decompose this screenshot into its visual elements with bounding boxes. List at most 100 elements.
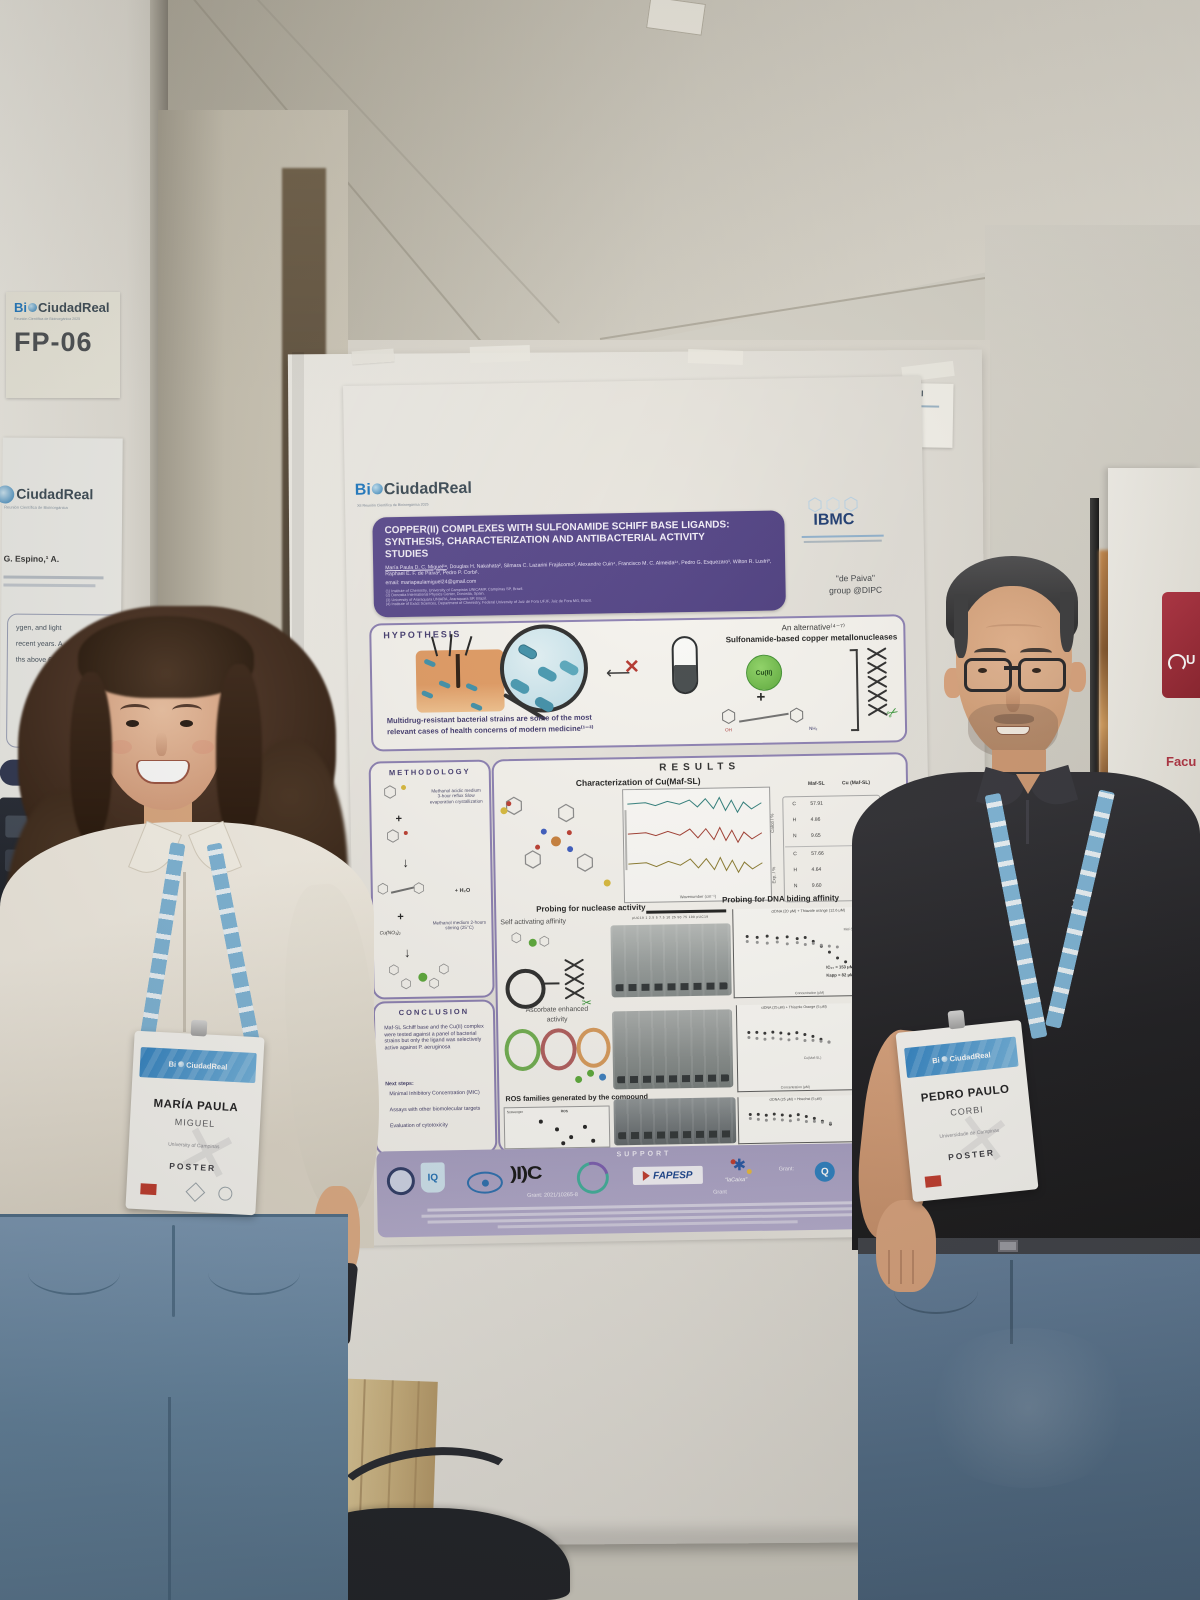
arrow-down-icon: ↓ (402, 854, 409, 871)
plot2-xlabel: Concentration (μM) (780, 1084, 810, 1090)
copper-center-dot (418, 972, 428, 982)
plus-icon: + (395, 813, 403, 826)
conclusion-bullet-2: Minimal Inhibitory Concentration (MIC) (389, 1089, 480, 1098)
unicamp-logo (386, 1166, 416, 1196)
crystal-structure: ⬡ ⬡ ⬡ ⬡ (498, 791, 622, 901)
title-banner: COPPER(II) COMPLEXES WITH SULFONAMIDE SC… (372, 510, 786, 618)
banner-pole (1090, 498, 1099, 1338)
left-poster-textbar-1 (3, 575, 104, 580)
hexagon-icon: ⬡ (523, 846, 543, 872)
methodology-step1: Methanol acidic medium 3-hour reflux Slo… (429, 787, 483, 805)
capes-eye-logo (466, 1171, 504, 1194)
cell: N (793, 883, 798, 890)
left-poster-globe-icon (0, 485, 15, 504)
elemental-table: Maf-SL Cu (Maf-SL) Calcd / % Exp. / % C … (770, 780, 883, 905)
methodology-label: METHODOLOGY (388, 766, 471, 778)
conclusion-box: CONCLUSION Maf-SL Schiff base and the Cu… (372, 999, 498, 1156)
minor-groove-label: Minor Groove (868, 1134, 891, 1139)
dna-icon (563, 958, 586, 1000)
conclusion-bullet-4: Evaluation of cytotoxicity (389, 1122, 448, 1130)
left-poster-subtitle: Reunión Científica de Bioinorgánica (4, 504, 68, 511)
skin-illustration (415, 634, 505, 713)
ascorbate-label-2: activity (546, 1016, 568, 1024)
cu-salt-label: Cu(NO₃)₂ (379, 930, 401, 937)
fragment-dots (586, 1069, 595, 1077)
q-text: Q (820, 1166, 829, 1178)
ibmc-rule (801, 534, 884, 539)
copper-circle: Cu(II) (745, 654, 783, 692)
plot2-series2-label: Cu(Maf-SL) (803, 1055, 822, 1061)
ascorbate-diagram-ring-green (504, 1028, 541, 1072)
cell: C (792, 801, 797, 808)
left-poster-image-row (5, 815, 86, 839)
hexagon-icon: ⬡ (720, 706, 737, 727)
capes-pupil (481, 1179, 489, 1187)
bond-line (739, 712, 789, 723)
bracket (849, 649, 860, 732)
plot3-series-ligand (748, 1112, 752, 1117)
cell: 57.66 (811, 850, 824, 857)
brand-bi: Bi (14, 300, 27, 315)
results-box: RESULTS Characterization of Cu(Maf-SL) ⬡… (491, 752, 915, 1154)
cell: 9.65 (810, 832, 821, 839)
iq-logo: IQ (420, 1162, 446, 1193)
banner-logo-letter: U (1186, 652, 1196, 667)
dna-icon-intercalation (858, 1007, 885, 1071)
conclusion-bullet-1: Maf-SL Schiff base and the Cu(II) comple… (384, 1023, 484, 1052)
lacaixa-dot-red (730, 1159, 736, 1165)
dna-turn (861, 1043, 883, 1057)
h2o-label: + H₂O (454, 887, 471, 895)
banner-text-fragment: Facu (1166, 754, 1197, 769)
left-poster-image-block (0, 797, 96, 949)
brand-bi: Bi (354, 481, 371, 499)
lacaixa-text: "laCaixa" (724, 1177, 748, 1184)
scissors-icon: ✂ (883, 702, 902, 723)
dna-turn (862, 1114, 884, 1128)
sign-code: FP-06 (14, 327, 93, 358)
binding-plot-3: ctDNA (25 μM) + Hoechst (5 μM) (737, 1095, 854, 1145)
grant3-text: Grant: (778, 1166, 795, 1173)
hexagon-icon: ⬡ (376, 880, 390, 897)
ascorbate-label-1: Ascorbate enhanced (525, 1005, 589, 1014)
q-logo: Q (814, 1161, 835, 1182)
dna-turn (860, 1007, 882, 1021)
methodology-step2: Methanol medium 2-hours stirring (25°C) (432, 919, 487, 931)
conclusion-next: Next steps: (385, 1080, 414, 1088)
plus-icon: + (756, 688, 766, 706)
left-poster-brand: CiudadReal (16, 485, 94, 503)
left-poster-line1: ygen, and light (16, 624, 62, 633)
plot2-series-complex (747, 1035, 751, 1040)
grant1-text: Grant: 2021/10265-8 (527, 1192, 578, 1199)
cell: 4.64 (811, 866, 822, 873)
gel-image-3 (613, 1097, 737, 1146)
bacteria-pill (423, 658, 437, 668)
ibmc-microtext (803, 539, 882, 543)
gel-image-2 (611, 1009, 734, 1090)
lacaixa-dot-yellow (746, 1168, 752, 1175)
sign-brand: Bi CiudadReal (14, 300, 116, 315)
hexagon-icon: ⬡ (788, 704, 805, 726)
iq-text: IQ (427, 1171, 439, 1184)
plot3-series-complex (748, 1116, 752, 1121)
room-sign-fp06: Bi CiudadReal Reunión Científica de Bioin… (6, 292, 120, 398)
hexagon-icon: ⬡ (388, 962, 400, 978)
dna-icon-groove (859, 1093, 886, 1128)
hair-strand (464, 635, 473, 656)
copper-atom (550, 836, 562, 847)
intercalation-label: Intercalation (866, 1076, 886, 1081)
so2-mark (400, 784, 407, 791)
plot3-title: ctDNA (25 μM) + Hoechst (5 μM) (769, 1096, 822, 1102)
hypothesis-box: HYPOTHESIS ⟵ ✕ An alternative⁽⁴⁻⁷⁾ Sulfo… (369, 614, 908, 752)
poster-board-left-shade (292, 352, 304, 1542)
hexagon-icon: ⬡ (510, 929, 523, 946)
red-cross-icon: ✕ (623, 656, 641, 679)
link-line (541, 982, 560, 985)
methodology-box: METHODOLOGY ⬡ Methanol acidic medium 3-h… (368, 759, 495, 1000)
cell: H (793, 867, 798, 874)
conclusion-label: CONCLUSION (398, 1006, 470, 1018)
hexagon-icon: ⬡ (400, 975, 412, 992)
left-poster-button-label: IMAGE (49, 767, 84, 779)
self-activating-label: Self activating affinity (500, 918, 567, 927)
cell: N (792, 833, 797, 840)
plot1-xlabel: Concentration (μM) (795, 990, 825, 996)
